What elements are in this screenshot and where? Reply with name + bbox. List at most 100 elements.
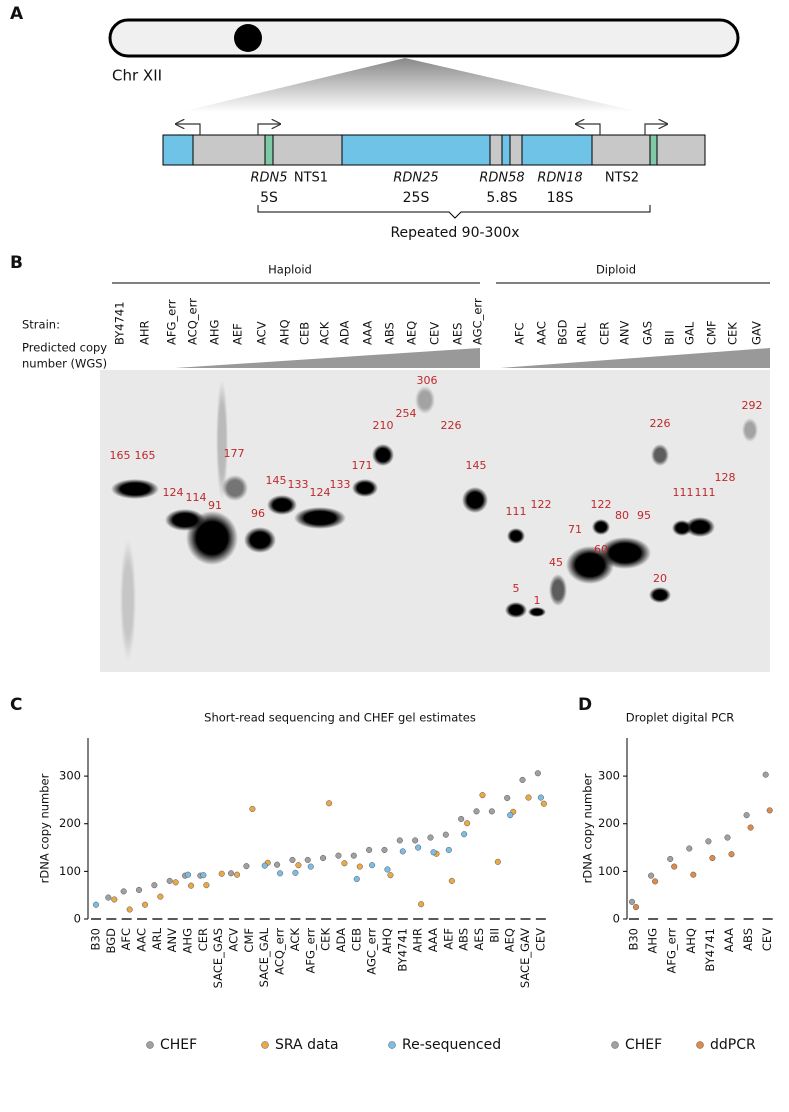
legend-label: Re-sequenced xyxy=(402,1037,501,1053)
repeat-bracket xyxy=(257,205,651,219)
band-label: 91 xyxy=(208,499,222,512)
product-label: 25S xyxy=(403,190,430,206)
product-label: 5.8S xyxy=(486,190,517,206)
data-point xyxy=(534,770,541,777)
region-label: RDN18 xyxy=(537,171,582,186)
data-point xyxy=(141,901,149,908)
gel-band xyxy=(372,444,394,466)
legend-marker xyxy=(611,1041,619,1049)
product-label: 18S xyxy=(547,190,574,206)
data-point xyxy=(667,855,674,863)
panel-letter: A xyxy=(10,4,24,24)
data-point xyxy=(504,794,511,802)
data-point xyxy=(381,846,388,853)
band-label: 254 xyxy=(396,407,417,420)
data-point xyxy=(671,863,678,870)
strain-label: BY4741 xyxy=(113,301,127,345)
data-point xyxy=(157,893,164,900)
data-point xyxy=(369,862,376,869)
band-label: 145 xyxy=(466,459,487,472)
gel-band xyxy=(528,607,546,617)
strain-label: AES xyxy=(451,323,465,345)
strain-label: CMF xyxy=(705,320,719,345)
band-label: 114 xyxy=(186,491,207,504)
x-tick-label: BY4741 xyxy=(395,928,409,972)
data-point xyxy=(540,800,547,807)
data-point xyxy=(705,838,712,845)
data-point xyxy=(652,878,659,885)
region-label: NTS2 xyxy=(605,171,639,186)
gel-band xyxy=(651,444,669,466)
gel-band xyxy=(415,386,435,414)
data-point xyxy=(479,792,486,799)
band-label: 165 xyxy=(135,449,156,462)
y-tick-label: 0 xyxy=(613,912,620,926)
data-point xyxy=(418,901,425,908)
repeat-label: Repeated 90-300x xyxy=(390,225,519,241)
strain-label: AFC xyxy=(513,322,527,345)
band-label: 226 xyxy=(650,417,671,430)
band-label: 165 xyxy=(110,449,131,462)
gel-band xyxy=(742,418,758,442)
data-point xyxy=(200,872,207,879)
band-label: 133 xyxy=(330,478,351,491)
x-tick-label: ABS xyxy=(457,928,471,951)
y-tick-label: 100 xyxy=(59,864,81,878)
data-point xyxy=(519,776,526,783)
band-label: 306 xyxy=(417,374,438,387)
data-point xyxy=(320,854,327,862)
strain-label: ADA xyxy=(338,320,352,345)
gel-band xyxy=(599,537,651,569)
data-point xyxy=(234,871,241,878)
gel-band xyxy=(111,479,159,499)
data-point xyxy=(277,870,284,877)
strain-label: BGD xyxy=(556,319,570,345)
y-axis-label: rDNA copy number xyxy=(38,773,52,883)
x-tick-label: ADA xyxy=(334,928,348,953)
region-label: RDN5 xyxy=(250,171,287,186)
x-tick-label: ARL xyxy=(150,927,164,950)
x-tick-label: CEV xyxy=(760,928,774,951)
x-tick-label: AHQ xyxy=(684,928,698,954)
data-point xyxy=(92,901,100,908)
data-point xyxy=(728,851,735,858)
band-label: 111 xyxy=(506,505,527,518)
data-point xyxy=(686,845,693,852)
data-point xyxy=(184,871,192,878)
legend-label: CHEF xyxy=(160,1037,197,1053)
band-label: 177 xyxy=(224,447,245,460)
gel-band xyxy=(505,602,527,618)
x-tick-label: CEV xyxy=(533,928,547,951)
panel-letter: C xyxy=(10,695,22,715)
gel-band xyxy=(244,527,276,553)
x-tick-label: AAA xyxy=(722,928,736,952)
band-label: 111 xyxy=(673,486,694,499)
data-point xyxy=(747,824,754,831)
legend-marker xyxy=(146,1041,154,1049)
x-tick-label: AHG xyxy=(181,928,195,953)
data-point xyxy=(412,837,419,844)
data-point xyxy=(430,849,437,856)
band-label: 226 xyxy=(441,419,462,432)
data-point xyxy=(632,904,640,911)
legend-marker xyxy=(696,1041,704,1049)
band-label: 122 xyxy=(531,498,552,511)
data-point xyxy=(690,871,697,878)
data-point xyxy=(274,861,281,868)
x-tick-label: CER xyxy=(196,928,210,951)
copy-wedge xyxy=(500,348,770,368)
data-point xyxy=(709,854,716,862)
x-tick-label: BY4741 xyxy=(703,928,717,972)
band-label: 128 xyxy=(715,471,736,484)
rdna-unit xyxy=(162,134,706,166)
gel-band xyxy=(216,380,228,500)
x-tick-label: AGC_err xyxy=(365,928,379,975)
data-point xyxy=(648,872,655,879)
copy-caption: Predicted copy xyxy=(22,341,107,355)
strain-label: AFG_err xyxy=(165,299,179,345)
data-point xyxy=(387,872,394,879)
band-label: 45 xyxy=(549,556,563,569)
legend-label: ddPCR xyxy=(710,1037,756,1053)
zoom-cone xyxy=(180,58,640,112)
